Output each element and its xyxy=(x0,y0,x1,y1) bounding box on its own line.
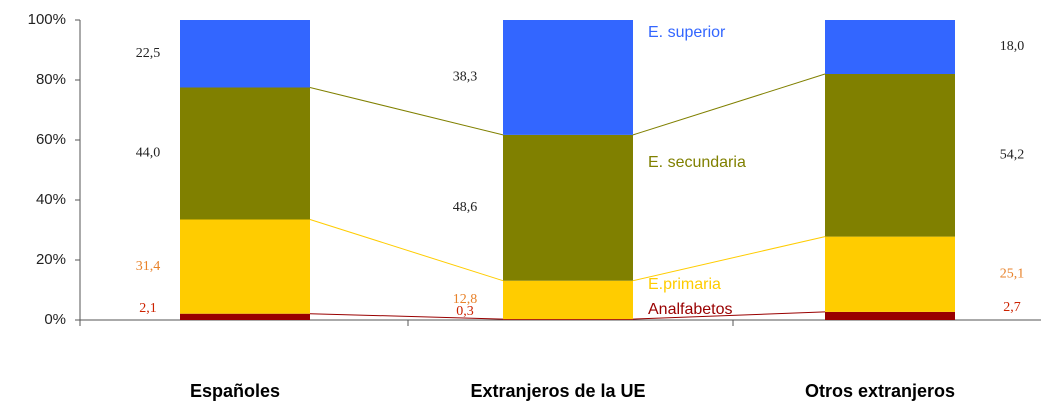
y-tick-label: 0% xyxy=(44,311,66,328)
value-label: 54,2 xyxy=(1000,148,1025,163)
value-label: 18,0 xyxy=(1000,39,1025,54)
bar-segment xyxy=(180,20,310,88)
bar-segment xyxy=(825,236,955,312)
series-connector xyxy=(632,73,826,136)
x-tick-label: Otros extranjeros xyxy=(805,381,955,401)
x-tick-label: Extranjeros de la UE xyxy=(470,381,645,401)
bar-segment xyxy=(180,219,310,314)
y-tick-label: 20% xyxy=(36,251,66,268)
bar-segment xyxy=(503,319,633,320)
value-label: 2,7 xyxy=(1003,300,1021,315)
y-tick-label: 40% xyxy=(36,191,66,208)
value-label: 22,5 xyxy=(136,46,161,61)
bar-segment xyxy=(180,313,310,320)
bar-segment xyxy=(503,20,633,135)
series-name: E. superior xyxy=(648,24,726,41)
series-name: E. secundaria xyxy=(648,154,746,171)
bar-segment xyxy=(825,20,955,74)
value-label: 12,8 xyxy=(453,292,478,307)
series-connector xyxy=(309,219,504,282)
bar-segment xyxy=(825,311,955,320)
value-label: 2,1 xyxy=(139,301,157,316)
series-connector xyxy=(309,87,504,136)
series-name: Analfabetos xyxy=(648,301,733,318)
series-name: E.primaria xyxy=(648,276,721,293)
y-tick-label: 100% xyxy=(28,11,66,28)
series-connector xyxy=(309,313,504,320)
value-label: 48,6 xyxy=(453,200,478,215)
bar-segment xyxy=(825,74,955,237)
value-label: 0,3 xyxy=(456,304,474,319)
value-label: 44,0 xyxy=(136,146,161,161)
value-label: 25,1 xyxy=(1000,266,1025,281)
bar-segment xyxy=(180,87,310,220)
value-label: 38,3 xyxy=(453,70,478,85)
bar-segment xyxy=(503,134,633,281)
y-tick-label: 60% xyxy=(36,131,66,148)
y-tick-label: 80% xyxy=(36,71,66,88)
value-label: 31,4 xyxy=(136,259,161,274)
series-connector xyxy=(632,236,826,282)
bar-segment xyxy=(503,280,633,320)
x-tick-label: Españoles xyxy=(190,381,280,401)
series-connector xyxy=(632,311,826,320)
